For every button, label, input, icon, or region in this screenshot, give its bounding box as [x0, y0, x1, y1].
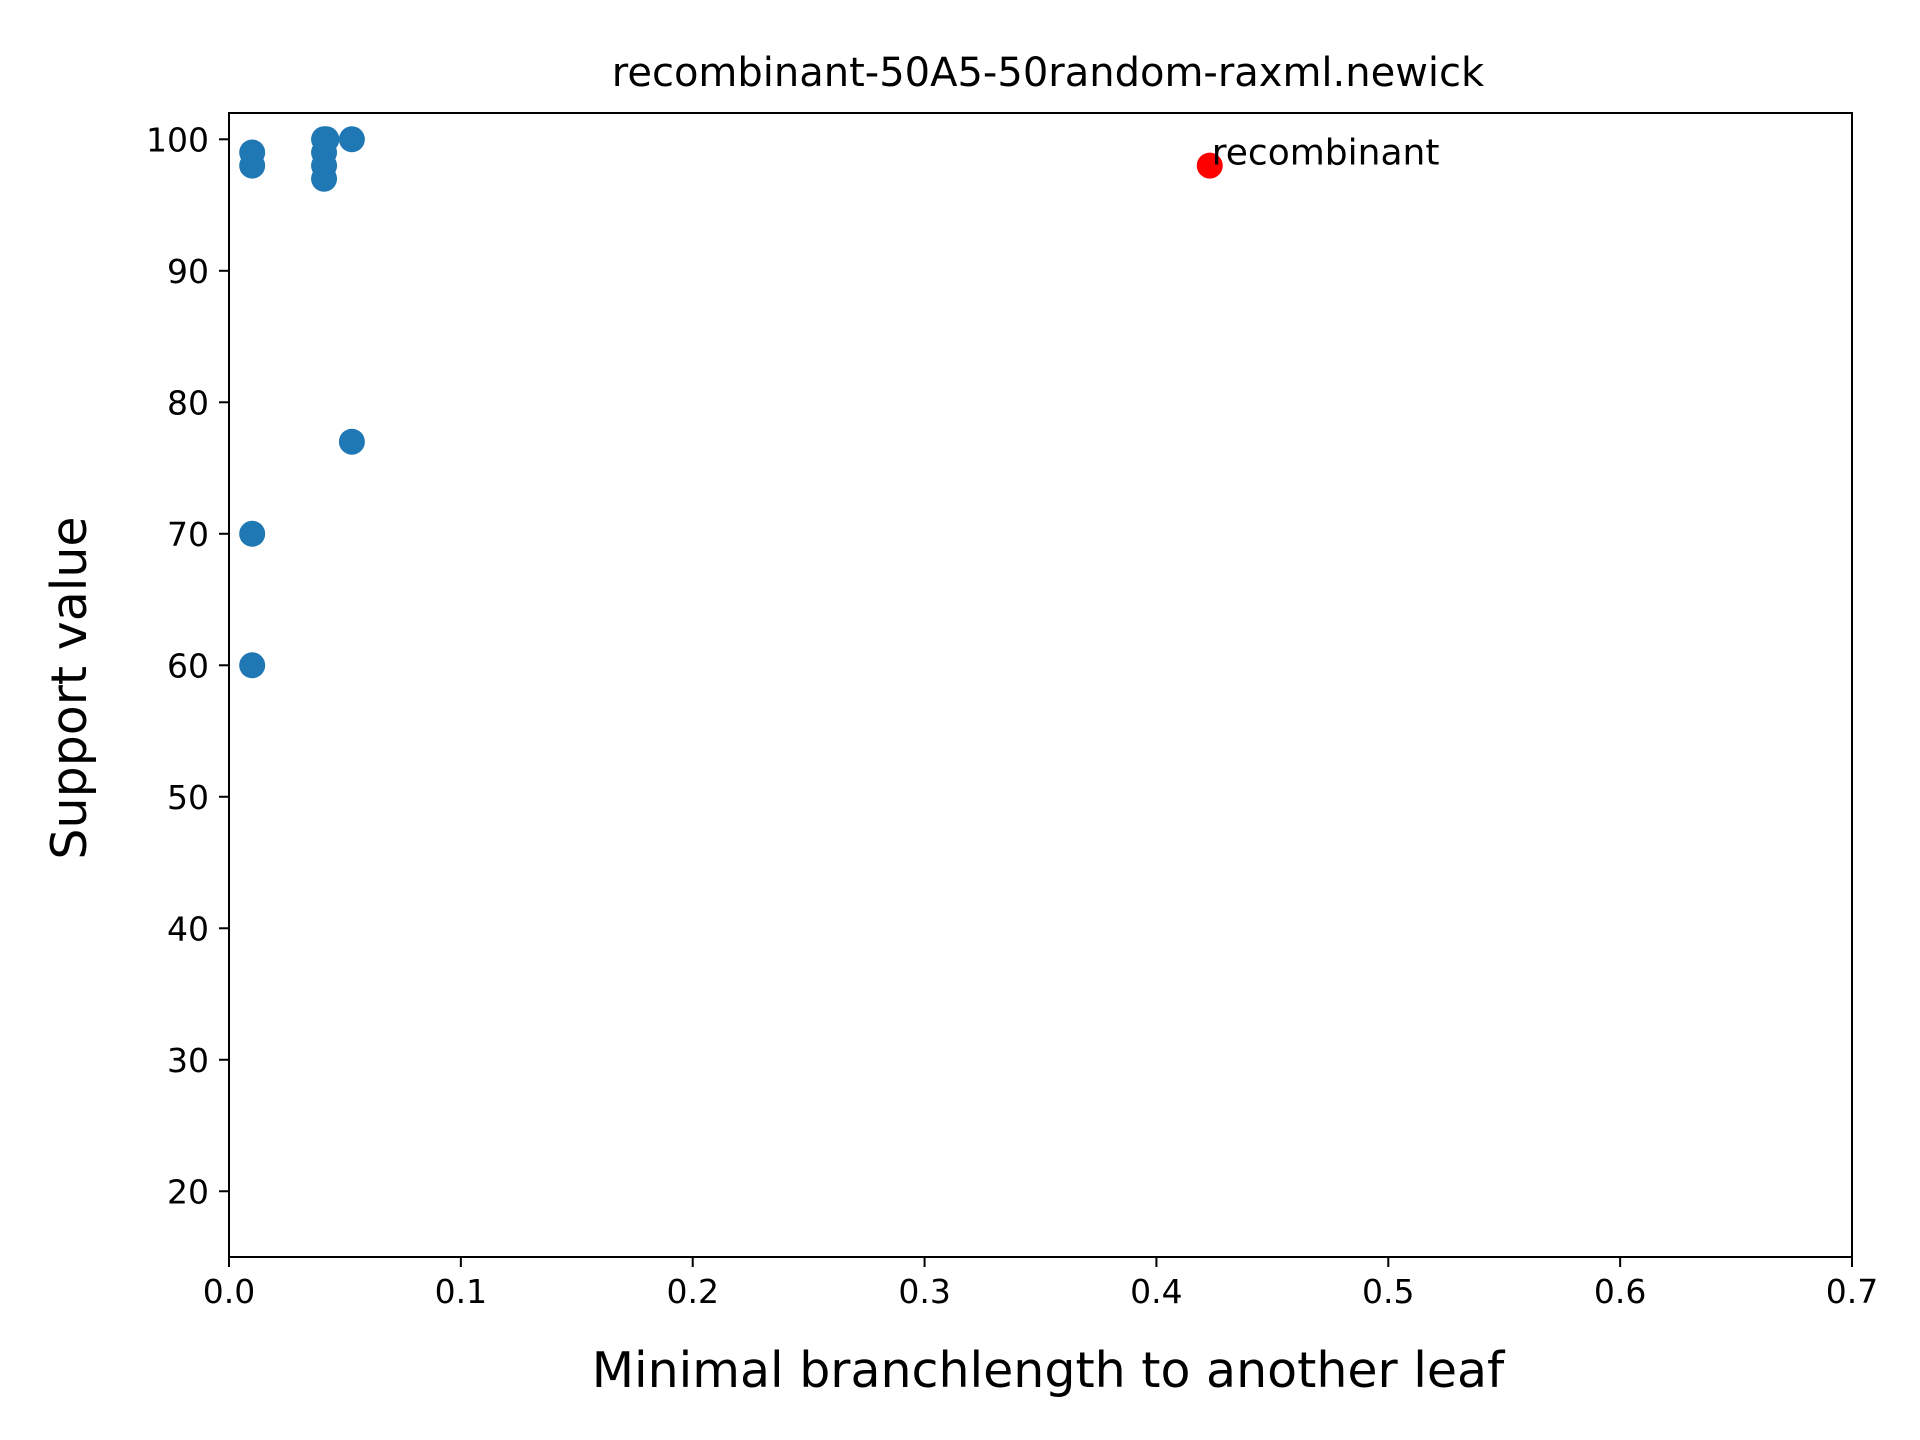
x-tick-label: 0.6 [1594, 1272, 1646, 1311]
plot-area [228, 112, 1853, 1258]
x-tick-label: 0.2 [666, 1272, 718, 1311]
data-point [239, 152, 266, 179]
y-axis-label: Support value [41, 516, 98, 859]
x-tick-label: 0.1 [435, 1272, 487, 1311]
x-tick-label: 0.4 [1130, 1272, 1182, 1311]
x-tick-label: 0.5 [1362, 1272, 1414, 1311]
annotations: recombinant [1212, 133, 1440, 174]
plot-frame [228, 112, 1853, 1258]
y-tick-label: 40 [167, 909, 209, 948]
y-tick-label: 60 [167, 646, 209, 685]
y-tick-label: 50 [167, 778, 209, 817]
y-tick-label: 70 [167, 515, 209, 554]
x-tick-label: 0.0 [203, 1272, 255, 1311]
highlight-data-point [1196, 152, 1223, 179]
data-point [338, 428, 365, 455]
x-axis-label: Minimal branchlength to another leaf [592, 1342, 1506, 1399]
y-tick-label: 90 [167, 252, 209, 291]
y-tick-label: 100 [146, 120, 209, 159]
y-tick-label: 20 [167, 1172, 209, 1211]
x-tick-label: 0.3 [898, 1272, 950, 1311]
y-tick-label: 30 [167, 1041, 209, 1080]
data-point [239, 652, 266, 679]
point-annotation: recombinant [1212, 133, 1440, 174]
y-tick-label: 80 [167, 383, 209, 422]
data-point [239, 520, 266, 547]
x-tick-label: 0.7 [1826, 1272, 1878, 1311]
data-points [239, 126, 1223, 679]
data-point [311, 165, 338, 192]
y-axis-ticks: 20 30 40 50 60 70 80 90 100 [146, 120, 229, 1211]
chart-title: recombinant-50A5-50random-raxml.newick [612, 50, 1485, 96]
x-axis-ticks: 0.0 0.1 0.2 0.3 0.4 0.5 0.6 0.7 [203, 1257, 1878, 1311]
data-point [338, 126, 365, 153]
